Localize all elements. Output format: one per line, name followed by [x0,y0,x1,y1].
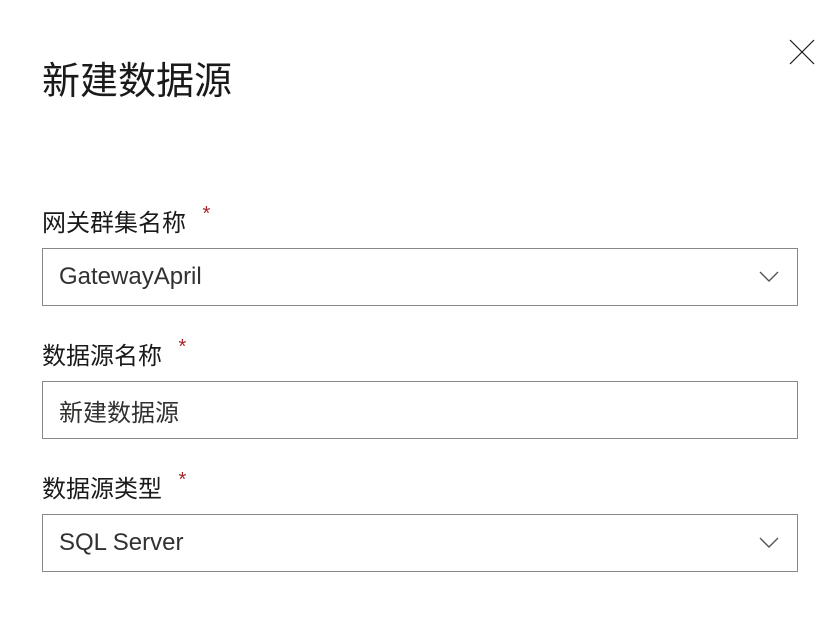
datasource-type-value: SQL Server [59,529,184,557]
close-button[interactable] [786,38,818,70]
required-indicator: * [178,336,186,359]
gateway-cluster-value: GatewayApril [59,263,202,291]
datasource-type-label: 数据源类型 [42,469,162,504]
close-icon [788,38,816,71]
datasource-type-select[interactable]: SQL Server [42,514,798,572]
gateway-cluster-label: 网关群集名称 [42,203,186,238]
required-indicator: * [178,469,186,492]
datasource-name-label: 数据源名称 [42,336,162,371]
chevron-down-icon [759,271,779,283]
gateway-cluster-field: 网关群集名称 * GatewayApril [42,203,798,306]
datasource-name-field: 数据源名称 * [42,336,798,439]
datasource-type-field: 数据源类型 * SQL Server [42,469,798,572]
gateway-cluster-select[interactable]: GatewayApril [42,248,798,306]
chevron-down-icon [759,537,779,549]
datasource-name-input[interactable] [42,381,798,439]
panel-title: 新建数据源 [42,50,798,105]
required-indicator: * [202,203,210,226]
